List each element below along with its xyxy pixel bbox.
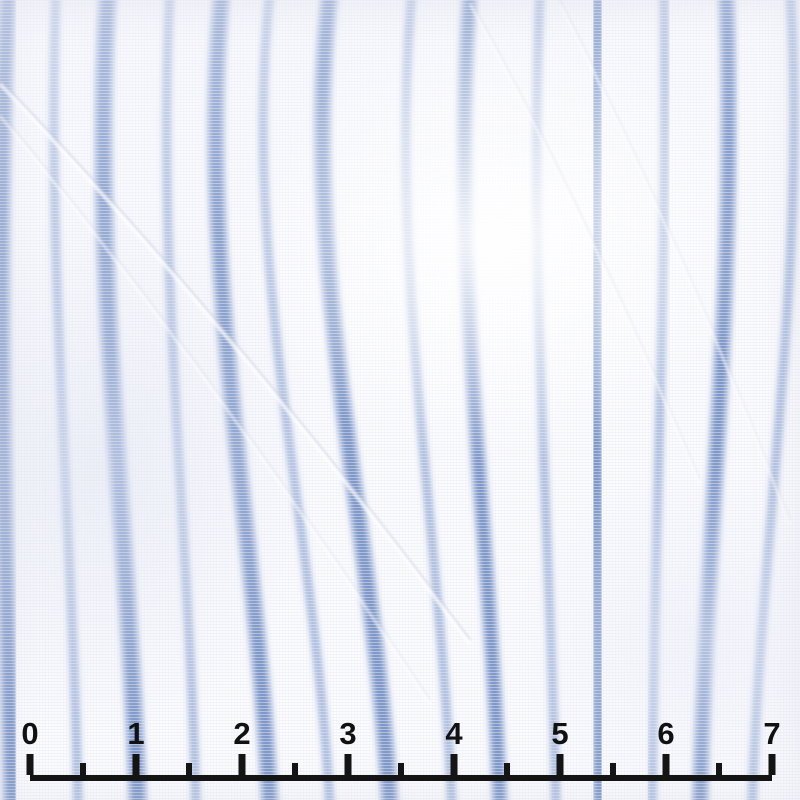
fabric-stripe [398,0,459,800]
fabric-stripe [311,0,401,800]
fabric-stripe [0,0,23,800]
fabric-stripe [529,0,563,800]
fabric-stripe [46,0,85,800]
fabric-stripe [91,0,150,800]
fabric-stripe [159,0,203,800]
fabric-stripe [584,0,611,800]
fabric-stripe [745,0,800,800]
fabric-stripe [454,0,510,800]
fabric-stripe [689,0,740,800]
fabric-stripe [645,0,672,800]
